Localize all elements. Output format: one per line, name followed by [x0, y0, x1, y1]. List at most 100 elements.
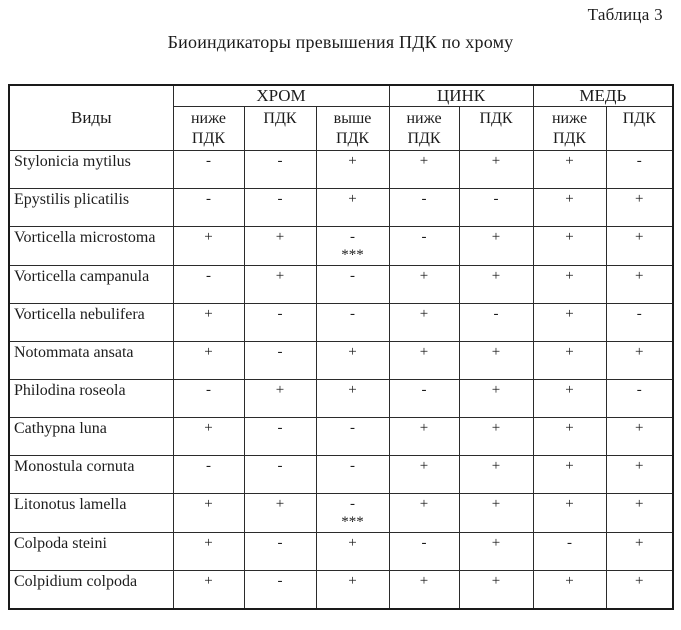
- value-cell: +: [532, 226, 607, 267]
- value-cell: +: [458, 455, 534, 495]
- value-cell: -: [388, 226, 460, 267]
- value-cell: +: [458, 379, 534, 419]
- value-cell: -: [243, 570, 317, 610]
- table-number-label: Таблица 3: [587, 5, 663, 24]
- value-cell: +: [458, 265, 534, 305]
- value-cell: +: [315, 188, 390, 228]
- value-cell: -: [458, 303, 534, 343]
- value-cell: -: [388, 379, 460, 419]
- species-cell: Cathypna luna: [8, 417, 174, 457]
- value-cell: +: [532, 341, 607, 381]
- value-cell: +: [388, 417, 460, 457]
- value-cell: +: [243, 379, 317, 419]
- value-cell: +: [605, 265, 674, 305]
- group-header-copper: МЕДЬ: [532, 84, 674, 108]
- value-cell: - ***: [315, 226, 390, 267]
- table-row: Vorticella nebulifera + - - + - + -: [8, 303, 674, 343]
- table-row: Vorticella campanula - + - + + + +: [8, 265, 674, 305]
- species-cell: Vorticella campanula: [8, 265, 174, 305]
- table-row: Cathypna luna + - - + + + +: [8, 417, 674, 457]
- value-cell: -: [172, 265, 245, 305]
- value-cell: +: [605, 570, 674, 610]
- value-cell: -: [388, 532, 460, 572]
- value-cell: +: [532, 303, 607, 343]
- value-cell: +: [243, 226, 317, 267]
- species-cell: Vorticella microstoma: [8, 226, 174, 267]
- table-row: Philodina roseola - + + - + + -: [8, 379, 674, 419]
- table-row: Litonotus lamella + + - *** + + + +: [8, 493, 674, 534]
- subheader-zinc-mpc: ПДК: [458, 106, 534, 152]
- species-cell: Litonotus lamella: [8, 493, 174, 534]
- value-cell: +: [315, 379, 390, 419]
- subheader-chrome-mpc: ПДК: [243, 106, 317, 152]
- value-cell: +: [532, 379, 607, 419]
- value-cell: -: [172, 379, 245, 419]
- value-cell: +: [315, 570, 390, 610]
- value-cell: +: [315, 532, 390, 572]
- value-cell: +: [532, 455, 607, 495]
- subheader-copper-below-mpc: ниже ПДК: [532, 106, 607, 152]
- value-cell: +: [458, 532, 534, 572]
- value-cell: -: [315, 303, 390, 343]
- value-cell: +: [532, 265, 607, 305]
- species-column-header: Виды: [8, 84, 174, 152]
- subheader-row: ниже ПДК ПДК выше ПДК ниже ПДК ПДК ниже …: [9, 106, 674, 152]
- value-cell: +: [605, 226, 674, 267]
- value-cell: +: [172, 570, 245, 610]
- species-cell: Stylonicia mytilus: [8, 150, 174, 190]
- table-row: Colpoda steini + - + - + - +: [8, 532, 674, 572]
- value-cell: +: [172, 417, 245, 457]
- value-cell: +: [605, 188, 674, 228]
- value-cell: -: [315, 455, 390, 495]
- value-cell: +: [605, 493, 674, 534]
- group-header-zinc: ЦИНК: [388, 84, 534, 108]
- value-cell: +: [388, 570, 460, 610]
- table-row: Vorticella microstoma + + - *** - + + +: [8, 226, 674, 267]
- value-cell: +: [605, 417, 674, 457]
- species-cell: Philodina roseola: [8, 379, 174, 419]
- table-body: Stylonicia mytilus - - + + + + - Epystilis plica…: [8, 150, 674, 610]
- value-cell: -: [243, 417, 317, 457]
- table-row: Epystilis plicatilis - - + - - + +: [8, 188, 674, 228]
- value-cell: -: [458, 188, 534, 228]
- species-cell: Notommata ansata: [8, 341, 174, 381]
- value-cell: -: [605, 303, 674, 343]
- value-cell: +: [605, 532, 674, 572]
- subheader-copper-mpc: ПДК: [605, 106, 674, 152]
- value-cell: +: [458, 570, 534, 610]
- value-cell: +: [315, 150, 390, 190]
- value-cell: -: [243, 341, 317, 381]
- value-cell: +: [532, 188, 607, 228]
- value-cell: +: [532, 570, 607, 610]
- table-row: Monostula cornuta - - - + + + +: [8, 455, 674, 495]
- value-cell: +: [532, 493, 607, 534]
- species-cell: Monostula cornuta: [8, 455, 174, 495]
- table-row: Colpidium colpoda + - + + + + +: [8, 570, 674, 610]
- value-cell: -: [243, 303, 317, 343]
- value-cell: +: [388, 455, 460, 495]
- species-cell: Epystilis plicatilis: [8, 188, 174, 228]
- value-cell: +: [243, 493, 317, 534]
- value-cell: -: [315, 417, 390, 457]
- value-cell: +: [605, 455, 674, 495]
- value-cell: -: [532, 532, 607, 572]
- group-header-chrome: ХРОМ: [172, 84, 390, 108]
- value-cell: +: [458, 150, 534, 190]
- value-cell: -: [172, 188, 245, 228]
- value-cell: +: [458, 226, 534, 267]
- value-cell: +: [388, 265, 460, 305]
- value-cell: +: [172, 303, 245, 343]
- value-cell: - ***: [315, 493, 390, 534]
- species-cell: Colpoda steini: [8, 532, 174, 572]
- species-cell: Colpidium colpoda: [8, 570, 174, 610]
- species-cell: Vorticella nebulifera: [8, 303, 174, 343]
- table-row: Stylonicia mytilus - - + + + + -: [8, 150, 674, 190]
- value-cell: +: [388, 150, 460, 190]
- value-cell: -: [243, 150, 317, 190]
- value-cell: -: [388, 188, 460, 228]
- value-cell: -: [243, 455, 317, 495]
- table-row: Notommata ansata + - + + + + +: [8, 341, 674, 381]
- value-cell: -: [605, 150, 674, 190]
- subheader-zinc-below-mpc: ниже ПДК: [388, 106, 460, 152]
